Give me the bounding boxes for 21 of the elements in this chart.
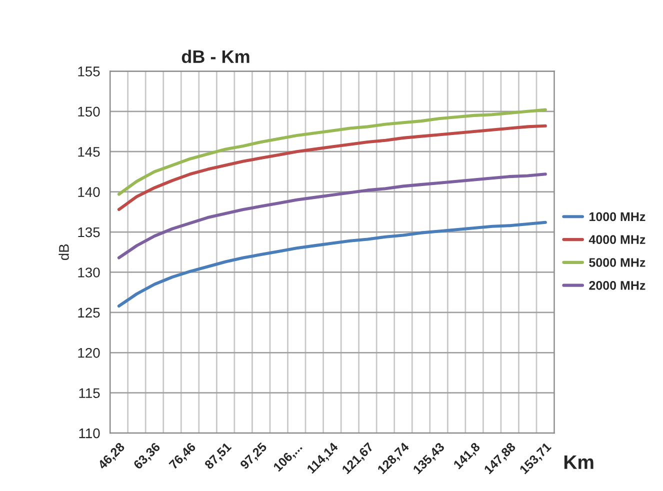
y-tick-label: 150 <box>78 106 100 117</box>
y-tick-label: 140 <box>78 187 100 197</box>
y-axis-title: dB <box>58 244 69 260</box>
x-axis-title: Km <box>564 455 594 469</box>
line-series <box>117 124 547 212</box>
legend-label: 4000 MHz <box>588 235 646 244</box>
legend-label: 2000 MHz <box>589 280 646 290</box>
chart-title: dB - Km <box>182 50 250 64</box>
line-series <box>117 172 547 260</box>
legend-label: 1000 MHz <box>589 212 646 222</box>
legend-label: 5000 MHz <box>589 258 646 267</box>
line-series <box>117 108 547 196</box>
y-tick-label: 115 <box>79 388 100 398</box>
y-tick-label: 135 <box>78 227 100 238</box>
y-tick-label: 110 <box>79 428 100 438</box>
y-tick-label: 145 <box>78 147 100 157</box>
line-series <box>117 220 547 308</box>
y-tick-label: 155 <box>78 66 100 76</box>
y-tick-label: 125 <box>78 308 100 318</box>
y-tick-label: 120 <box>78 348 100 358</box>
y-tick-label: 130 <box>78 268 100 278</box>
